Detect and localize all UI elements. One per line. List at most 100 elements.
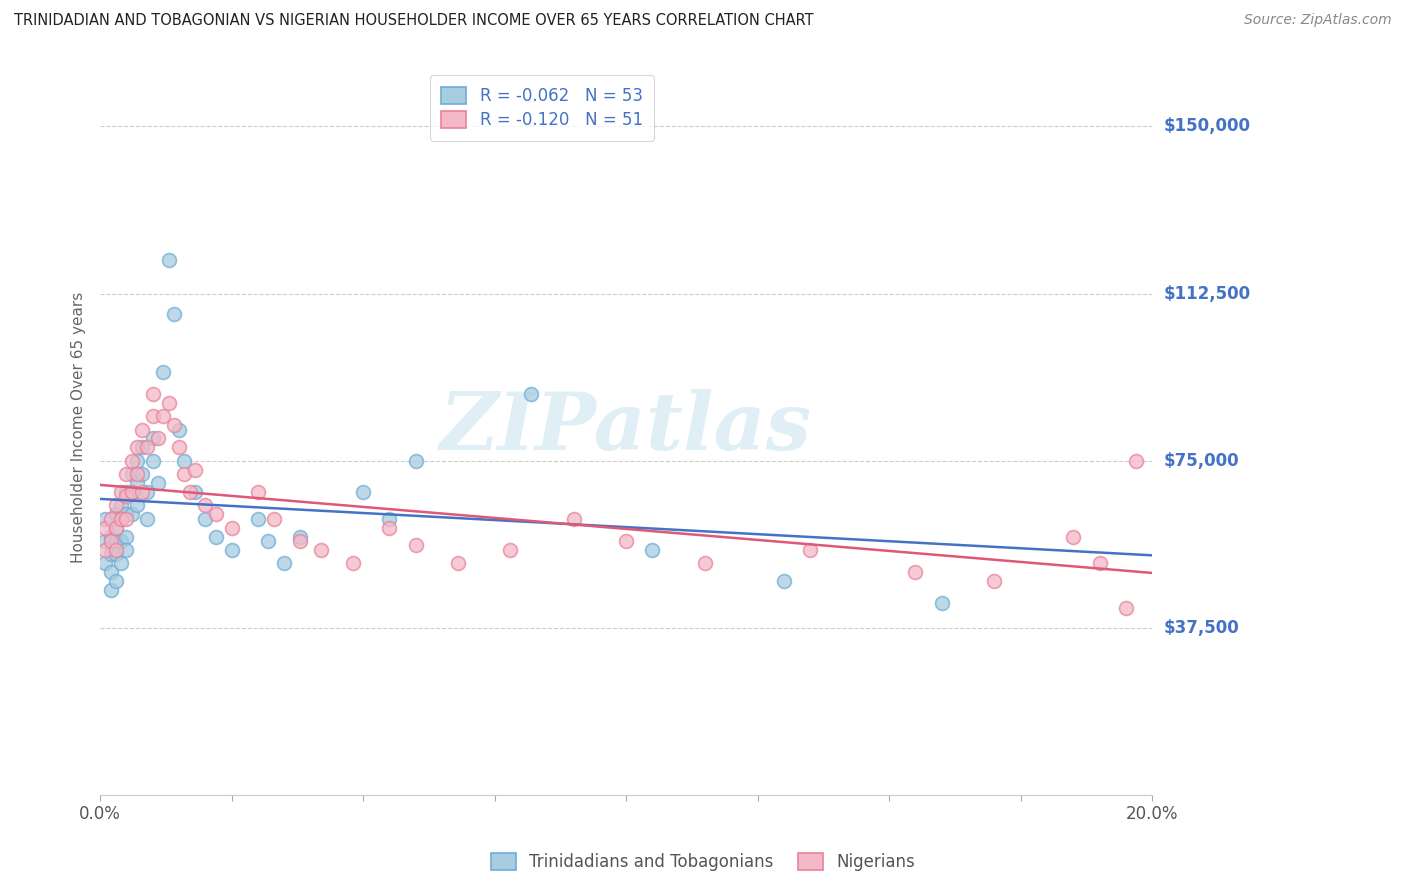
Point [142, 432, 165, 446]
Point [146, 432, 169, 446]
Point [121, 467, 143, 482]
Point [121, 485, 143, 500]
Text: TRINIDADIAN AND TOBAGONIAN VS NIGERIAN HOUSEHOLDER INCOME OVER 65 YEARS CORRELAT: TRINIDADIAN AND TOBAGONIAN VS NIGERIAN H… [14, 13, 814, 29]
Point [115, 542, 138, 557]
Point [447, 556, 470, 570]
Point [263, 512, 285, 526]
Text: $112,500: $112,500 [1163, 285, 1250, 302]
Point [110, 512, 132, 526]
Point [1088, 556, 1111, 570]
Y-axis label: Householder Income Over 65 years: Householder Income Over 65 years [72, 292, 86, 563]
Point [100, 565, 122, 579]
Point [799, 542, 821, 557]
Point [94, 512, 117, 526]
Point [1125, 454, 1147, 468]
Point [184, 485, 207, 500]
Point [257, 533, 280, 548]
Point [115, 467, 138, 482]
Point [131, 467, 153, 482]
Text: ZIPatlas: ZIPatlas [440, 389, 813, 467]
Point [614, 533, 637, 548]
Point [309, 542, 332, 557]
Point [115, 512, 138, 526]
Point [115, 490, 138, 504]
Point [173, 454, 195, 468]
Point [157, 396, 180, 410]
Point [100, 582, 122, 597]
Point [288, 529, 311, 543]
Point [904, 565, 927, 579]
Point [131, 423, 153, 437]
Point [115, 485, 138, 500]
Point [152, 409, 174, 424]
Point [1062, 529, 1084, 543]
Text: $150,000: $150,000 [1163, 118, 1250, 136]
Point [136, 485, 159, 500]
Point [121, 454, 143, 468]
Point [562, 512, 585, 526]
Point [104, 542, 127, 557]
Point [121, 508, 143, 522]
Point [115, 508, 138, 522]
Point [520, 387, 543, 401]
Point [146, 476, 169, 491]
Point [405, 454, 427, 468]
Point [931, 596, 953, 610]
Point [246, 485, 269, 500]
Point [125, 499, 148, 513]
Point [110, 499, 132, 513]
Legend: Trinidadians and Tobagonians, Nigerians: Trinidadians and Tobagonians, Nigerians [482, 845, 924, 880]
Point [246, 512, 269, 526]
Point [100, 529, 122, 543]
Point [157, 253, 180, 268]
Text: $37,500: $37,500 [1163, 619, 1239, 637]
Point [131, 441, 153, 455]
Point [163, 307, 186, 321]
Point [142, 454, 165, 468]
Point [136, 512, 159, 526]
Point [184, 463, 207, 477]
Point [131, 485, 153, 500]
Point [194, 512, 217, 526]
Point [773, 574, 796, 588]
Point [405, 538, 427, 552]
Point [221, 542, 243, 557]
Point [205, 529, 228, 543]
Point [110, 485, 132, 500]
Point [499, 542, 522, 557]
Point [163, 418, 186, 433]
Point [142, 409, 165, 424]
Point [142, 387, 165, 401]
Point [104, 533, 127, 548]
Point [110, 556, 132, 570]
Point [1115, 600, 1137, 615]
Point [125, 454, 148, 468]
Point [167, 441, 190, 455]
Legend: R = -0.062   N = 53, R = -0.120   N = 51: R = -0.062 N = 53, R = -0.120 N = 51 [430, 75, 654, 141]
Point [94, 556, 117, 570]
Point [104, 508, 127, 522]
Point [104, 574, 127, 588]
Point [100, 533, 122, 548]
Point [125, 467, 148, 482]
Point [125, 441, 148, 455]
Point [100, 547, 122, 561]
Point [110, 533, 132, 548]
Point [104, 547, 127, 561]
Point [205, 508, 228, 522]
Point [288, 533, 311, 548]
Point [100, 512, 122, 526]
Point [152, 365, 174, 379]
Point [641, 542, 664, 557]
Point [94, 542, 117, 557]
Point [115, 529, 138, 543]
Point [173, 467, 195, 482]
Point [342, 556, 364, 570]
Point [94, 533, 117, 548]
Point [221, 521, 243, 535]
Point [121, 485, 143, 500]
Text: Source: ZipAtlas.com: Source: ZipAtlas.com [1244, 13, 1392, 28]
Point [167, 423, 190, 437]
Point [104, 521, 127, 535]
Point [378, 521, 401, 535]
